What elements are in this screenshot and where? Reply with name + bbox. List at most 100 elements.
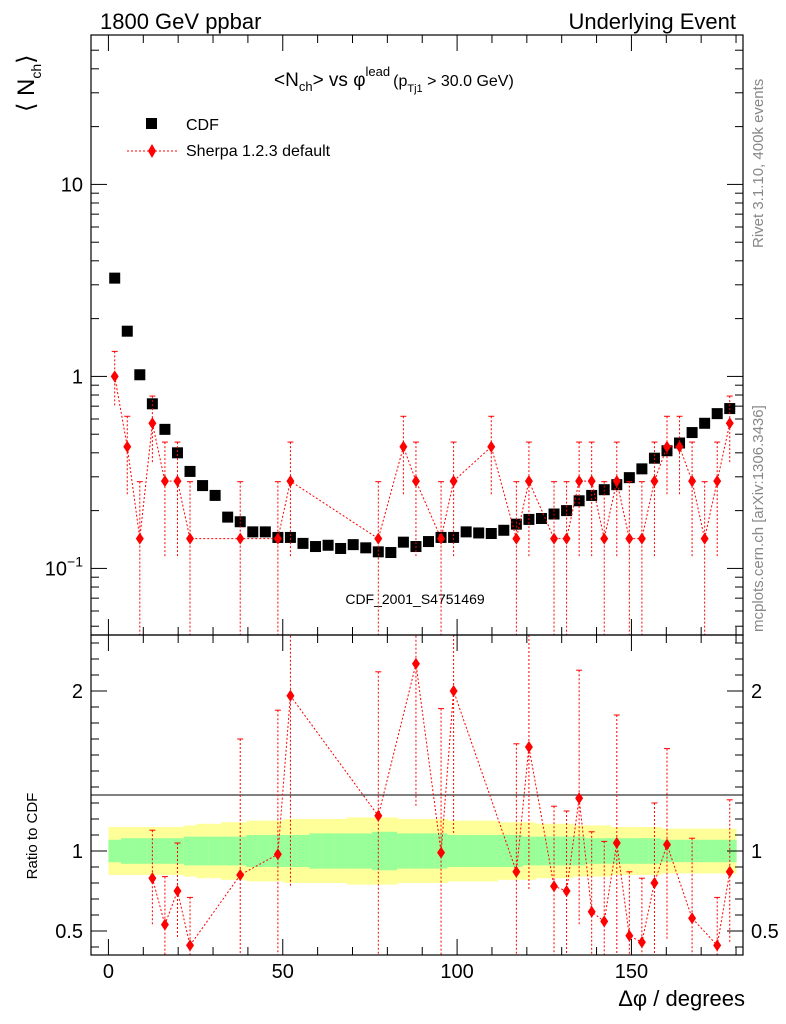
sherpa-data-point (437, 532, 446, 545)
cdf-data-point (686, 427, 698, 439)
main-ylabel-sub: ch (28, 64, 44, 79)
main-ytick-label: 10 (61, 174, 83, 196)
sherpa-data-point (135, 532, 144, 545)
side-text-rivet: Rivet 3.1.10, 400k events (750, 79, 767, 248)
main-ytick-label: 10−1 (45, 553, 83, 580)
plot-title: <Nch> vs φlead(pTj1 > 30.0 GeV) (274, 64, 514, 95)
cdf-data-point (448, 531, 460, 543)
ratio-xtick-label: 0 (103, 961, 114, 983)
band-inner-segment (710, 839, 725, 863)
sherpa-data-point (713, 475, 722, 488)
band-inner-segment (296, 835, 310, 867)
cdf-data-point (711, 408, 723, 420)
main-ytick-base: 10 (45, 558, 67, 580)
cdf-data-point (573, 495, 585, 507)
band-inner-segment (459, 835, 474, 867)
ratio-plot-area (148, 635, 734, 955)
sherpa-line (114, 376, 731, 541)
cdf-data-point (335, 542, 347, 554)
main-ytick-label: 1 (72, 366, 83, 388)
sherpa-data-point (148, 417, 157, 430)
sherpa-data-point (587, 475, 596, 488)
cdf-data-point (109, 272, 121, 284)
ratio-xtick-label: 100 (440, 961, 473, 983)
sherpa-data-point (374, 532, 383, 545)
cdf-data-point (535, 512, 547, 524)
ratio-sherpa-point (600, 915, 609, 928)
ratio-sherpa-line (151, 663, 731, 947)
ratio-sherpa-point (688, 912, 697, 925)
cdf-data-point (159, 423, 171, 435)
ratio-sherpa-point (437, 846, 446, 859)
plot-title-paren: (p (393, 73, 407, 90)
band-inner-segment (359, 833, 373, 869)
ratio-sherpa-point (273, 848, 282, 861)
ratio-sherpa-point (575, 792, 584, 805)
band-inner-segment (447, 835, 461, 867)
plot-title-rest: > 30.0 GeV) (423, 73, 514, 90)
cdf-data-point (510, 518, 522, 530)
cdf-data-point (322, 539, 334, 551)
sherpa-data-point (600, 532, 609, 545)
ratio-sherpa-point (713, 939, 722, 952)
cdf-data-point (372, 546, 384, 558)
cdf-data-point (134, 369, 146, 381)
band-inner-segment (183, 836, 197, 866)
sherpa-data-point (688, 475, 697, 488)
main-plot-area (109, 272, 736, 635)
cdf-data-point (222, 511, 234, 523)
band-inner-segment (246, 835, 260, 867)
ratio-sherpa-point (411, 657, 420, 670)
sherpa-data-point (160, 475, 169, 488)
ratio-sherpa-point (449, 685, 458, 697)
cdf-data-point (310, 541, 322, 553)
sherpa-data-point (575, 475, 584, 488)
cdf-data-point (460, 526, 472, 538)
ratio-sherpa-point (587, 905, 596, 918)
band-inner-segment (422, 833, 436, 869)
plot-title-sup: lead (366, 64, 391, 79)
sherpa-data-point (700, 532, 709, 545)
main-ylabel-close: ⟩ (13, 54, 40, 63)
ratio-ytick-label-right: 2 (751, 681, 762, 703)
plot-title-lhs-sub: ch (299, 79, 313, 94)
ratio-sherpa-point (637, 936, 646, 949)
band-inner-segment (623, 838, 637, 864)
band-inner-segment (208, 836, 222, 866)
band-inner-segment (673, 839, 687, 863)
cdf-data-point (699, 417, 711, 429)
ratio-sherpa-point (148, 872, 157, 885)
band-inner-segment (321, 833, 335, 869)
band-inner-segment (133, 838, 147, 864)
ratio-ytick-label-left: 1 (72, 841, 83, 863)
ratio-sherpa-point (186, 939, 195, 952)
sherpa-data-point (273, 532, 282, 545)
band-inner-segment (108, 839, 122, 863)
band-inner-segment (409, 833, 423, 869)
band-inner-segment (384, 831, 398, 871)
ratio-sherpa-point (160, 918, 169, 931)
sherpa-data-point (675, 440, 684, 453)
band-inner-segment (698, 839, 712, 863)
ratio-xtick-label: 50 (272, 961, 294, 983)
ratio-uncertainty-band (108, 817, 737, 885)
analysis-watermark: CDF_2001_S4751469 (345, 591, 485, 607)
sherpa-data-point (449, 475, 458, 488)
band-inner-segment (472, 835, 486, 867)
sherpa-data-point (399, 440, 408, 453)
main-ylabel-text: ⟨ N (13, 79, 40, 112)
cdf-data-point (385, 547, 397, 559)
plot-title-mid: > vs φ (313, 70, 366, 91)
ratio-sherpa-point (524, 741, 533, 753)
ratio-ytick-label-left: 2 (72, 681, 83, 703)
ratio-sherpa-point (173, 885, 182, 897)
sherpa-data-point (562, 532, 571, 545)
xlabel: Δφ / degrees (618, 986, 745, 1011)
ratio-sherpa-point (512, 865, 521, 878)
sherpa-data-point (487, 440, 496, 453)
legend-mc-label: Sherpa 1.2.3 default (186, 143, 331, 160)
band-inner-segment (635, 838, 649, 864)
cdf-data-point (485, 528, 497, 540)
ratio-sherpa-point (374, 809, 383, 822)
